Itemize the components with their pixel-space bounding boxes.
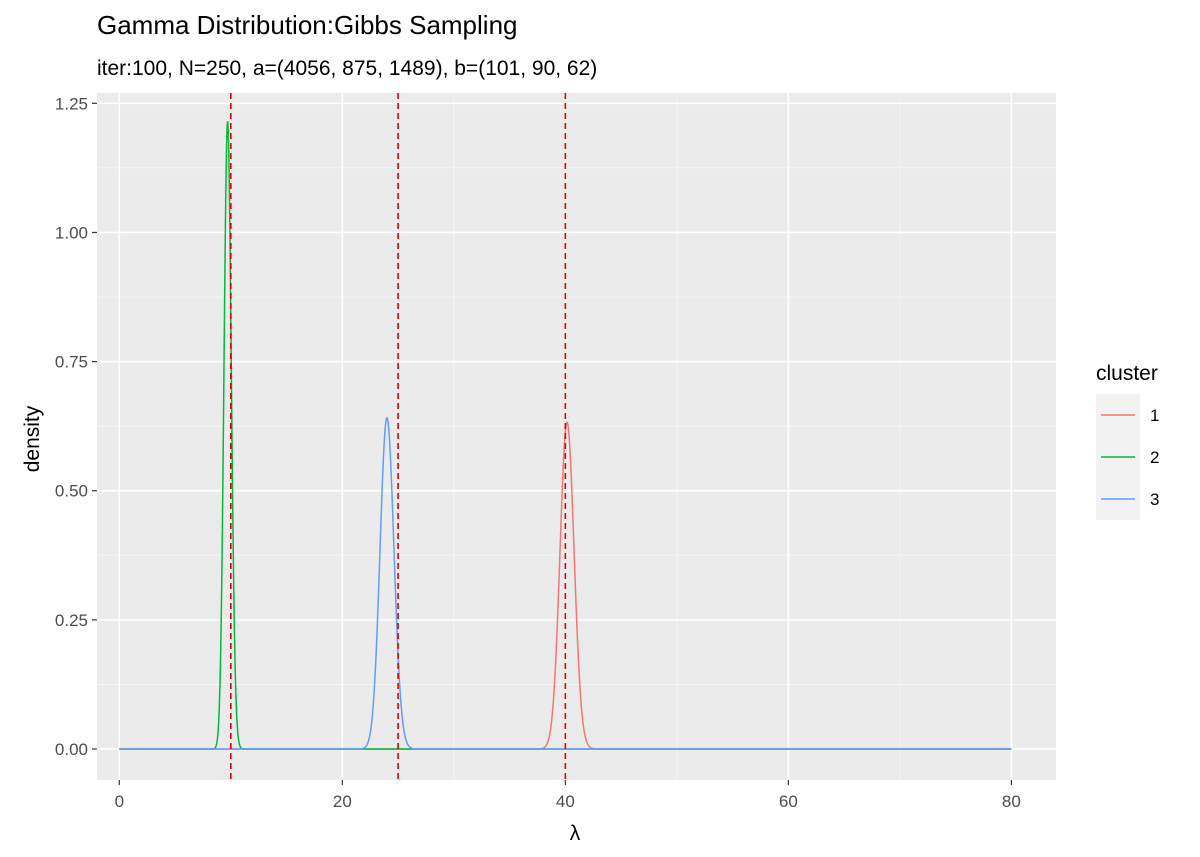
x-tick-label: 0 [115, 792, 124, 811]
legend-label-3: 3 [1150, 490, 1159, 509]
y-tick-label: 1.00 [55, 223, 88, 242]
chart-title: Gamma Distribution:Gibbs Sampling [97, 10, 518, 40]
legend-label-2: 2 [1150, 448, 1159, 467]
x-tick-label: 80 [1002, 792, 1021, 811]
legend-label-1: 1 [1150, 406, 1159, 425]
y-tick-label: 0.00 [55, 740, 88, 759]
chart-subtitle: iter:100, N=250, a=(4056, 875, 1489), b=… [97, 57, 597, 80]
legend-title: cluster [1096, 362, 1158, 385]
legend: cluster 1 2 3 [1096, 362, 1159, 520]
x-tick-label: 40 [556, 792, 575, 811]
y-axis-title: density [21, 405, 44, 472]
x-tick-label: 60 [779, 792, 798, 811]
y-tick-label: 1.25 [55, 94, 88, 113]
y-tick-label: 0.50 [55, 482, 88, 501]
x-axis-title: λ [570, 822, 581, 845]
plot-panel [97, 93, 1056, 780]
series-line-3 [119, 416, 1012, 750]
x-tick-label: 20 [333, 792, 352, 811]
y-tick-label: 0.75 [55, 353, 88, 372]
axis-ticks: 0.00 0.25 0.50 0.75 1.00 1.25 0 20 40 60 80 [55, 94, 1021, 811]
y-tick-label: 0.25 [55, 611, 88, 630]
panel-background [97, 93, 1056, 780]
